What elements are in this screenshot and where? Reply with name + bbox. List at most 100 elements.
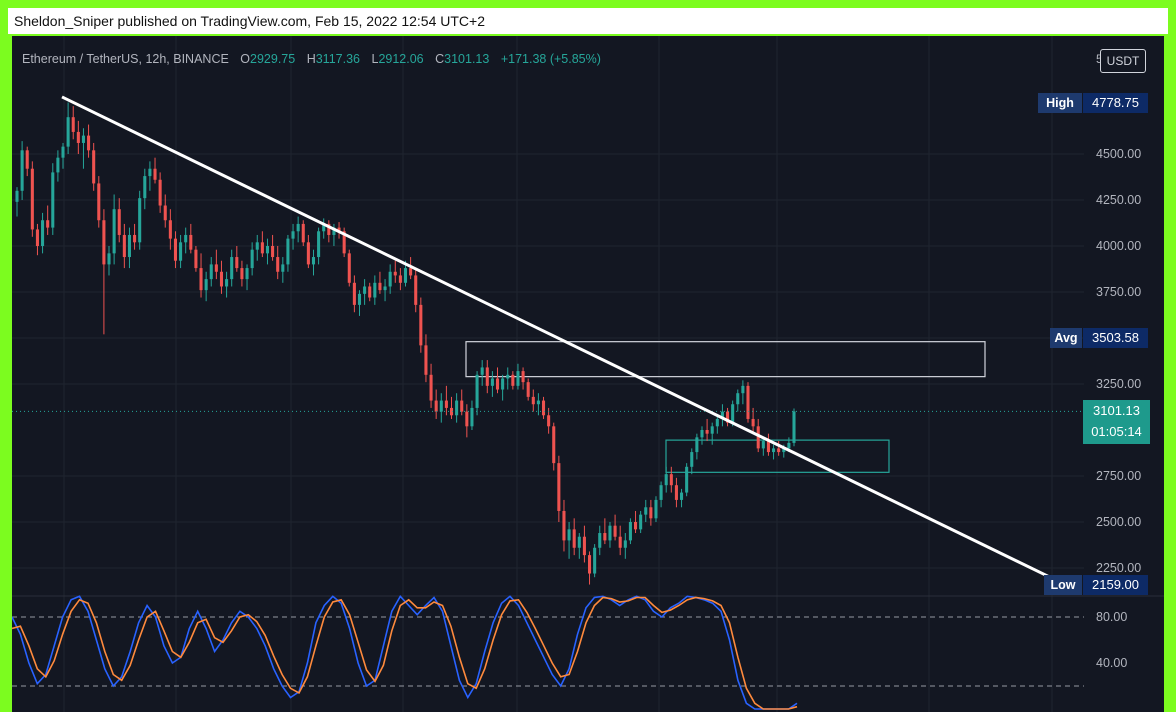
candle-body <box>92 150 96 184</box>
candle-body <box>46 220 50 228</box>
candle-body <box>772 448 776 453</box>
candle-body <box>792 411 796 443</box>
candle-body <box>148 168 152 177</box>
candle-body <box>153 168 157 180</box>
symbol-info: Ethereum / TetherUS, 12h, BINANCE O2929.… <box>22 52 601 66</box>
price-chart[interactable]: 4500.004250.004000.003750.003500.003250.… <box>12 36 1164 712</box>
candle-body <box>56 157 60 173</box>
candle-body <box>173 238 178 261</box>
currency-button[interactable]: USDT <box>1100 49 1146 73</box>
candle-body <box>485 367 489 386</box>
candle-body <box>311 257 316 265</box>
candle-body <box>373 282 377 298</box>
current-price-label: 3101.13 01:05:14 <box>1083 400 1150 444</box>
candle-body <box>449 407 454 416</box>
y-tick-label: 3250.00 <box>1096 377 1141 391</box>
candle-body <box>107 253 111 265</box>
candle-body <box>623 540 627 548</box>
candle-body <box>102 220 106 265</box>
candle-body <box>143 176 147 199</box>
candle-body <box>633 522 638 530</box>
candle-body <box>465 411 469 427</box>
candle-body <box>15 190 19 202</box>
stoch-series-line <box>12 594 798 710</box>
candle-body <box>700 430 704 438</box>
y-tick-label: 2500.00 <box>1096 515 1141 529</box>
support-zone <box>665 439 890 473</box>
candle-body <box>455 400 459 416</box>
candle-body <box>347 253 351 283</box>
candle-body <box>230 257 234 280</box>
candle-body <box>587 555 592 574</box>
candle-body <box>306 242 310 265</box>
candle-body <box>138 198 142 243</box>
candle-body <box>76 131 80 143</box>
stoch-series-line <box>12 596 798 710</box>
candle-body <box>495 378 500 390</box>
candle-body <box>644 507 648 515</box>
y-tick-label: 4000.00 <box>1096 239 1141 253</box>
candle-body <box>424 345 428 375</box>
candle-body <box>669 474 673 486</box>
candle-body <box>787 442 791 449</box>
candle-body <box>547 415 551 427</box>
candle-body <box>659 485 663 500</box>
candle-body <box>276 257 280 272</box>
candle-body <box>260 242 264 254</box>
candle-body <box>383 286 387 291</box>
candle-body <box>97 183 101 221</box>
candle-body <box>751 418 755 427</box>
candle-body <box>531 396 535 405</box>
candle-body <box>720 411 724 419</box>
candle-body <box>281 264 285 272</box>
candle-body <box>368 286 372 298</box>
avg-tag: Avg <box>1050 328 1082 348</box>
candle-body <box>777 448 781 453</box>
candle-body <box>250 249 254 269</box>
candle-body <box>245 268 249 280</box>
candle-body <box>521 371 525 383</box>
candle-body <box>649 507 653 519</box>
candle-body <box>184 234 188 243</box>
candle-body <box>766 441 770 453</box>
osc-tick-label: 80.00 <box>1096 610 1127 624</box>
candle-body <box>439 400 443 412</box>
low-tag: Low <box>1044 575 1082 595</box>
osc-tick-label: 40.00 <box>1096 656 1127 670</box>
candle-body <box>541 400 546 416</box>
close-value-ohlc: 3101.13 <box>444 52 490 66</box>
candle-body <box>685 466 689 493</box>
candle-body <box>235 257 239 269</box>
candle-body <box>782 448 786 453</box>
low-value-ohlc: 2912.06 <box>378 52 424 66</box>
open-label: O <box>240 52 251 66</box>
candle-body <box>255 242 259 250</box>
candle-body <box>654 499 658 519</box>
candle-body <box>470 407 474 427</box>
y-tick-label: 4250.00 <box>1096 193 1141 207</box>
candle-body <box>746 385 750 419</box>
candle-body <box>761 441 765 449</box>
candle-body <box>414 275 418 305</box>
candle-body <box>214 264 218 272</box>
candle-body <box>117 209 121 235</box>
candle-body <box>664 474 668 486</box>
candle-body <box>327 223 331 235</box>
candle-body <box>199 268 203 291</box>
y-tick-label: 4500.00 <box>1096 147 1141 161</box>
candle-body <box>168 220 172 239</box>
candle-body <box>680 492 684 500</box>
candle-body <box>536 400 540 405</box>
low-price-label: 2159.00 <box>1083 575 1148 595</box>
candle-body <box>557 463 561 511</box>
candle-body <box>133 234 137 243</box>
candle-body <box>322 223 326 232</box>
chart-area[interactable]: 4500.004250.004000.003750.003500.003250.… <box>12 36 1164 712</box>
close-label-ohlc: C <box>435 52 445 66</box>
candle-body <box>598 533 602 548</box>
candle-body <box>695 437 699 453</box>
candle-body <box>189 234 193 250</box>
trendline <box>61 95 1051 579</box>
candle-body <box>291 231 295 239</box>
